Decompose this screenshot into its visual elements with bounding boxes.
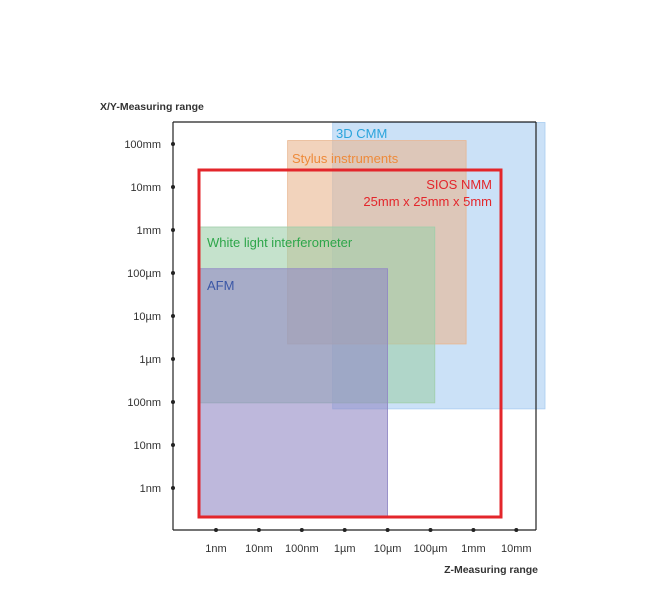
- x-tick-mark: [299, 528, 304, 532]
- x-tick-mark: [214, 528, 218, 532]
- region-afm: [198, 268, 389, 518]
- regions-layer: [197, 122, 546, 519]
- x-tick-mark: [256, 528, 261, 532]
- y-tick-label: 10mm: [130, 182, 161, 194]
- y-tick-label: 100mm: [124, 139, 161, 151]
- y-tick-mark: [171, 271, 175, 275]
- y-tick-mark: [171, 443, 175, 447]
- y-tick-label: 100nm: [127, 397, 161, 409]
- x-tick-mark: [471, 528, 476, 532]
- x-tick-label: 1µm: [334, 543, 356, 555]
- x-tick-mark: [342, 528, 347, 532]
- y-tick-mark: [171, 486, 175, 490]
- region-label-stylus-instruments: Stylus instruments: [292, 151, 399, 166]
- y-tick-label: 1mm: [137, 225, 161, 237]
- x-tick-mark: [385, 528, 390, 532]
- region-label-sios-nmm-line2: 25mm x 25mm x 5mm: [363, 194, 492, 209]
- y-tick-mark: [171, 228, 175, 232]
- labels-layer: 3D CMM Stylus instruments White light inte…: [207, 126, 492, 293]
- region-label-3d-cmm: 3D CMM: [336, 126, 387, 141]
- y-tick-label: 10nm: [133, 440, 161, 452]
- x-tick-label: 10mm: [501, 543, 532, 555]
- y-tick-label: 1nm: [140, 483, 161, 495]
- y-axis-title: X/Y-Measuring range: [100, 101, 204, 113]
- y-tick-mark: [171, 185, 175, 189]
- x-tick-label: 1mm: [461, 543, 485, 555]
- region-label-afm: AFM: [207, 278, 234, 293]
- y-tick-label: 100µm: [127, 268, 161, 280]
- y-tick-mark: [171, 400, 175, 404]
- region-label-white-light-interferometer: White light interferometer: [207, 235, 353, 250]
- y-tick-mark: [171, 142, 175, 146]
- x-axis-title: Z-Measuring range: [444, 564, 538, 576]
- y-tick-mark: [171, 314, 175, 318]
- x-tick-label: 100nm: [285, 543, 319, 555]
- x-tick-mark: [514, 528, 519, 532]
- x-tick-label: 10nm: [245, 543, 273, 555]
- x-tick-mark: [428, 528, 433, 532]
- region-sios-nmm-outline: [197, 168, 503, 519]
- axes-layer: 1nm 10nm 100nm 1µm 10µm 100µm 1mm 10mm 100mm 1nm 1…: [124, 121, 537, 555]
- y-tick-mark: [171, 357, 175, 361]
- region-label-sios-nmm: SIOS NMM: [426, 177, 492, 192]
- x-tick-label: 1nm: [205, 543, 226, 555]
- x-tick-label: 10µm: [374, 543, 402, 555]
- y-tick-label: 10µm: [133, 311, 161, 323]
- x-tick-label: 100µm: [414, 543, 448, 555]
- y-tick-label: 1µm: [139, 354, 161, 366]
